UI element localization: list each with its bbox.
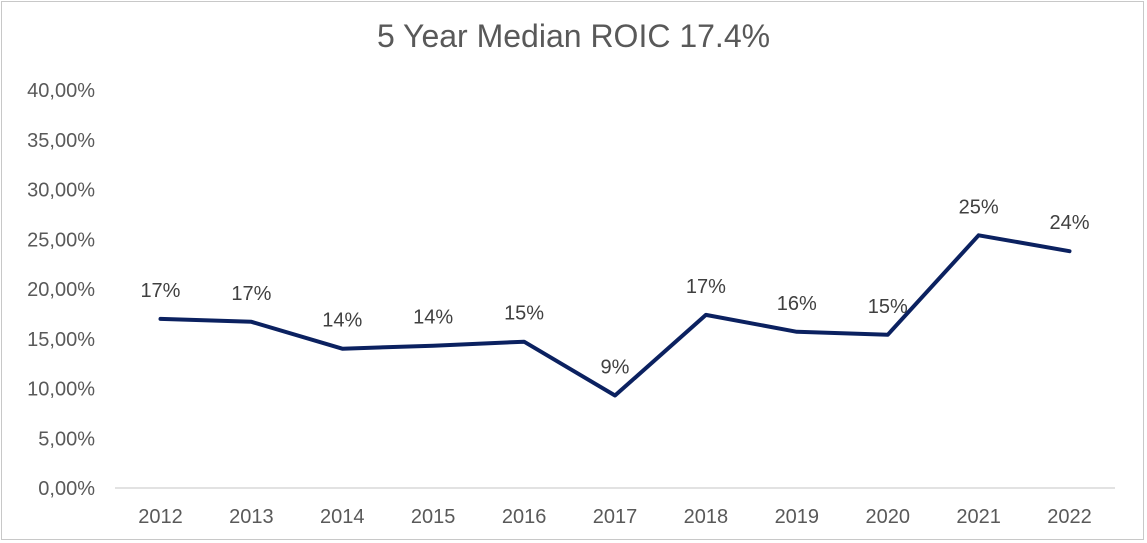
- data-label: 24%: [1050, 212, 1090, 234]
- x-axis-labels: 2012 2013 2014 2015 2016 2017 2018 2019 2020 2021…: [138, 506, 1092, 528]
- data-label: 15%: [868, 296, 908, 318]
- y-tick-label: 20,00%: [27, 279, 95, 301]
- x-tick-label: 2016: [502, 506, 547, 528]
- x-tick-label: 2013: [229, 506, 274, 528]
- x-tick-label: 2021: [956, 506, 1001, 528]
- y-tick-label: 15,00%: [27, 329, 95, 351]
- data-label: 25%: [959, 196, 999, 218]
- data-label: 17%: [686, 276, 726, 298]
- x-tick-label: 2017: [593, 506, 638, 528]
- x-tick-label: 2014: [320, 506, 365, 528]
- data-label: 15%: [504, 303, 544, 325]
- data-label: 17%: [231, 283, 271, 305]
- data-label: 16%: [777, 293, 817, 315]
- series-line: [158, 233, 1072, 398]
- y-tick-label: 10,00%: [27, 379, 95, 401]
- y-tick-label: 25,00%: [27, 229, 95, 251]
- data-labels: 17% 17% 14% 14% 15% 9% 17% 16% 15% 25% 24%: [140, 196, 1089, 378]
- data-label: 17%: [140, 280, 180, 302]
- y-tick-label: 5,00%: [38, 428, 95, 450]
- x-tick-label: 2019: [775, 506, 820, 528]
- y-tick-label: 40,00%: [27, 80, 95, 102]
- x-tick-label: 2015: [411, 506, 456, 528]
- x-tick-label: 2022: [1047, 506, 1092, 528]
- chart-title: 5 Year Median ROIC 17.4%: [376, 18, 771, 54]
- x-tick-label: 2020: [865, 506, 910, 528]
- data-label: 14%: [322, 310, 362, 332]
- x-tick-label: 2018: [684, 506, 729, 528]
- data-label: 14%: [413, 307, 453, 329]
- y-tick-label: 0,00%: [38, 478, 95, 500]
- y-tick-label: 30,00%: [27, 180, 95, 202]
- y-tick-label: 35,00%: [27, 130, 95, 152]
- y-axis-labels: 0,00% 5,00% 10,00% 15,00% 20,00% 25,00% 30,00%…: [27, 80, 95, 500]
- x-tick-label: 2012: [138, 506, 183, 528]
- data-label: 9%: [601, 356, 630, 378]
